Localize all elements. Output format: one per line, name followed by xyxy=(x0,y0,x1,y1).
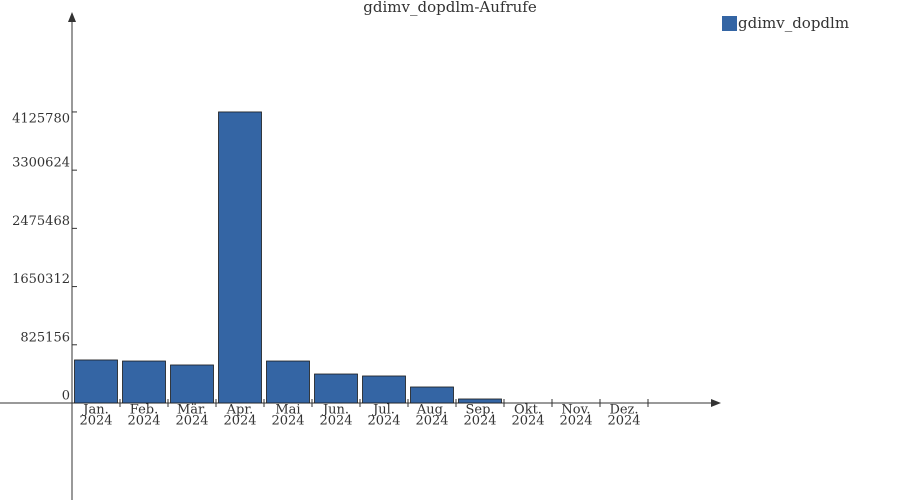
x-axis-arrow xyxy=(711,399,721,407)
x-tick-label: Apr. xyxy=(226,403,254,418)
x-tick-label: 2024 xyxy=(79,414,112,429)
x-tick-label: Jan. xyxy=(81,403,108,418)
x-tick-label: Okt. xyxy=(514,403,542,418)
y-tick-label: 3300624 xyxy=(12,156,70,171)
x-tick-label: Sep. xyxy=(465,403,494,418)
x-tick-label: 2024 xyxy=(607,414,640,429)
x-tick-label: Nov. xyxy=(561,403,590,418)
chart-title: gdimv_dopdlm-Aufrufe xyxy=(363,0,537,16)
legend-swatch xyxy=(722,16,737,31)
bar xyxy=(362,375,406,404)
x-tick-label: Mai xyxy=(275,403,300,418)
x-tick-label: Mär. xyxy=(177,403,207,418)
y-tick-label: 1650312 xyxy=(12,272,70,287)
y-tick-label: 4125780 xyxy=(12,111,70,126)
x-tick-label: Jul. xyxy=(371,403,395,418)
bar xyxy=(74,359,118,404)
x-tick-label: 2024 xyxy=(367,414,400,429)
x-tick-label: Aug. xyxy=(416,403,447,418)
y-axis-arrow xyxy=(68,12,76,22)
bar xyxy=(314,373,358,404)
x-tick-label: 2024 xyxy=(415,414,448,429)
x-tick-label: Dez. xyxy=(609,403,638,418)
legend-label: gdimv_dopdlm xyxy=(738,14,849,32)
bar xyxy=(170,364,214,404)
bar xyxy=(458,398,502,404)
y-tick-label: 0 xyxy=(62,389,70,404)
x-tick-label: 2024 xyxy=(175,414,208,429)
x-tick-label: 2024 xyxy=(511,414,544,429)
y-tick-label: 2475468 xyxy=(12,214,70,229)
x-tick-label: 2024 xyxy=(463,414,496,429)
bar xyxy=(266,360,310,404)
x-tick-label: 2024 xyxy=(319,414,352,429)
x-tick-label: Jun. xyxy=(321,403,349,418)
y-tick-label: 825156 xyxy=(20,330,70,345)
x-tick-label: 2024 xyxy=(223,414,256,429)
bar xyxy=(218,111,262,404)
bar xyxy=(122,360,166,404)
bar xyxy=(410,386,454,404)
x-tick-label: 2024 xyxy=(271,414,304,429)
x-tick-label: Feb. xyxy=(130,403,158,418)
x-tick-label: 2024 xyxy=(127,414,160,429)
x-tick-label: 2024 xyxy=(559,414,592,429)
